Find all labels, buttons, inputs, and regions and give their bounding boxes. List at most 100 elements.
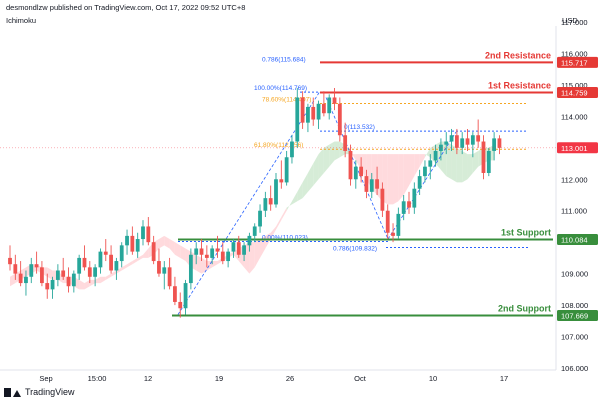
candle-body [18,273,23,284]
cloud-segment [196,254,202,274]
candle-body [24,276,28,284]
fib-label: 61.80%(112.956) [254,142,303,149]
candle-body [210,248,215,258]
candle-body [470,135,475,145]
candle-body [306,106,310,123]
fib-label: 0.00%(110.023) [262,234,308,241]
candle-body [125,235,129,246]
cloud-segment [297,182,303,202]
candle-body [194,248,199,255]
y-tick-label: 117.000 [561,18,588,27]
candle-body [417,176,422,189]
candle-body [486,150,491,173]
candle-body [300,97,305,123]
candle-body [380,188,385,211]
cloud-segment [419,154,425,167]
y-tick-label: 114.000 [561,112,588,121]
cloud-segment [329,141,335,167]
cloud-segment [212,261,218,268]
candle-body [114,261,119,271]
cloud-segment [334,141,340,161]
candle-body [364,176,369,192]
cloud-segment [281,207,287,221]
cloud-segment [270,226,276,240]
cloud-segment [472,150,479,173]
candle-body [359,166,364,177]
candle-body [454,135,459,148]
candle-body [492,138,497,151]
candle-body [50,279,55,290]
candlesticks [0,88,556,318]
x-tick-label: 19 [215,374,223,383]
candle-body [45,283,50,290]
level-badge-bg [557,56,598,68]
candle-body [8,257,12,265]
candle-body [167,267,172,287]
candle-body [465,138,470,145]
cloud-segment [84,279,90,290]
cloud-segment [180,245,186,262]
x-tick-label: 15:00 [88,374,107,383]
cloud-segment [121,264,128,271]
cloud-segment [132,257,138,265]
y-tick-label: 106.000 [561,364,588,373]
candle-body [396,213,401,236]
cloud-segment [414,154,420,177]
fib-label: 0(113.532) [344,124,375,131]
cloud-segment [143,248,149,258]
level-badge: 115.717 [561,58,588,67]
candle-body [252,226,257,236]
cloud-segment [100,276,106,284]
candle-body [284,157,289,183]
level-badge-bg [557,86,598,98]
cloud-segment [446,141,452,180]
cloud-segment [361,154,367,180]
cloud-segment [323,144,330,173]
candle-body [274,179,278,205]
x-tick-label: 17 [500,374,508,383]
candle-body [61,270,66,277]
candle-body [391,232,395,236]
candle-body [130,235,135,252]
candle-body [481,141,486,173]
publisher-line: desmondlzw published on TradingView.com,… [6,3,246,12]
candle-body [119,245,124,262]
level-badge: 114.759 [561,88,588,97]
cloud-segment [174,242,181,258]
cloud-segment [409,154,415,186]
cloud-segment [462,150,468,183]
cloud-segment [467,154,473,180]
candle-body [353,166,358,180]
tradingview-icon [4,386,22,398]
candle-body [231,242,236,252]
level-name: 1st Resistance [488,80,551,90]
current-price-badge: 113.001 [561,144,588,153]
candle-body [215,248,220,252]
candle-body [412,188,417,208]
cloud-segment [393,154,399,205]
y-tick-label: 107.000 [561,333,588,342]
candle-body [204,254,209,258]
candle-body [375,179,379,189]
level-badge: 110.084 [561,236,588,245]
current-price-badge-bg [557,142,598,154]
candle-body [141,226,145,240]
candle-body [93,267,98,277]
cloud-segment [111,270,117,277]
candle-body [55,270,60,280]
candle-body [439,144,443,151]
candle-body [311,106,316,120]
candle-body [258,210,262,227]
candle-body [327,97,332,114]
cloud-segment [398,154,404,202]
candle-body [407,201,411,208]
candle-body [29,264,34,277]
candle-body [385,210,390,233]
cloud-segment [307,163,314,192]
tradingview-logo[interactable]: TradingView [4,386,75,398]
candle-body [295,97,300,142]
price-badges: 115.717 114.759 110.084 107.669 113.001 [557,56,598,322]
candle-body [34,264,39,268]
candle-body [178,301,183,309]
price-chart[interactable]: 0.786(115.684) 100.00%(114.769) 78.60%(114… [0,0,600,384]
